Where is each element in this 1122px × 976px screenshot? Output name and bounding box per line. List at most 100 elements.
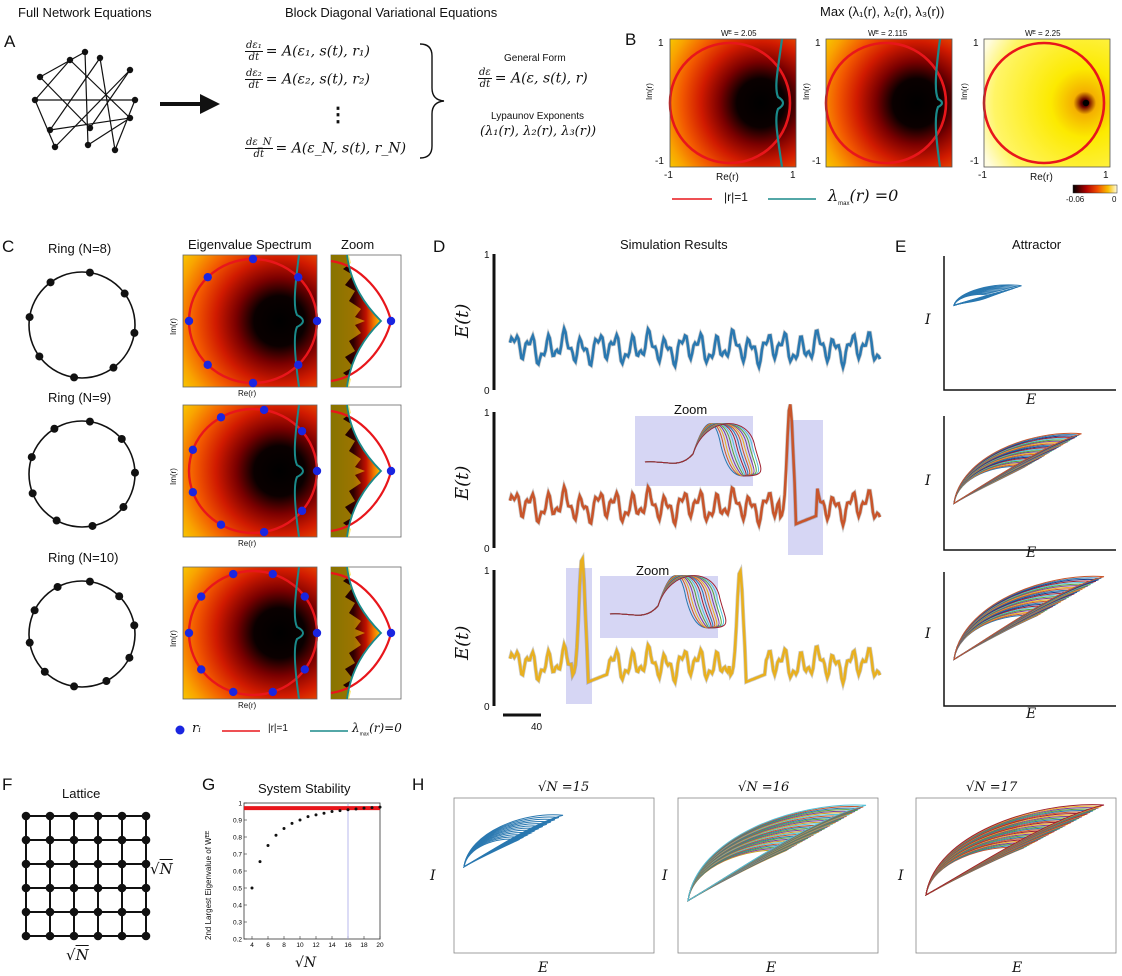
ring-2-xlabel: Re(r): [238, 701, 257, 710]
ring-1-node: [52, 516, 61, 525]
g-x-tick-label: 16: [344, 942, 352, 949]
ring-1-title: Ring (N=9): [48, 390, 112, 405]
c-col-spectrum: Eigenvalue Spectrum: [188, 237, 312, 252]
equation-2: dε₂ dt = A(ε₂, s(t), r₂): [245, 68, 370, 91]
e-attractors: [943, 256, 1116, 707]
d1-y-top: 1: [484, 250, 490, 261]
ring-1-spectrum: [182, 404, 322, 538]
panel-h-label: H: [412, 775, 425, 794]
ring-2-node: [25, 638, 34, 647]
h1-ylabel: I: [430, 868, 436, 884]
ring-2-zoom-teal-curve: [346, 566, 383, 700]
ring-0-zoom: [330, 254, 402, 388]
g-axes-frame: [243, 802, 381, 940]
e-row-2-attractor-loop: [953, 575, 1105, 661]
c-col-zoom: Zoom: [341, 237, 375, 252]
ring-2-zoom-yellow: [331, 567, 365, 699]
g-x-tick-label: 4: [250, 942, 254, 949]
g-data-point: [346, 808, 350, 812]
lyapunov-expression: (λ₁(r), λ₂(r), λ₃(r)): [480, 124, 597, 139]
ring-2-spectrum: [182, 566, 322, 700]
g-data-point: [282, 827, 286, 830]
c-legend-teal-line: [310, 730, 348, 732]
e3-ylabel: I: [925, 626, 931, 642]
b2-wlabel: Wᴱ = 2.115: [868, 29, 908, 38]
ring-2-node: [53, 582, 62, 591]
ring-2-node: [40, 667, 49, 676]
ring-0-eigenvalue-dot: [312, 316, 322, 326]
ring-1-zoom-yellow: [331, 405, 365, 537]
lattice-node: [69, 883, 79, 893]
ring-1-node: [50, 424, 59, 433]
g-xlabel: √N: [295, 955, 317, 971]
ring-0-node: [130, 328, 139, 337]
h2-ylabel: I: [662, 868, 668, 884]
ring-2-zoom-dot: [386, 628, 396, 638]
ring-2-ylabel: Im(r): [169, 630, 178, 647]
lattice-node: [141, 883, 151, 893]
d2-y-top: 1: [484, 408, 490, 419]
g-data-point: [370, 806, 374, 810]
lattice-node: [93, 859, 103, 869]
ring-1-zoom-dot: [386, 466, 396, 476]
lattice-node: [45, 931, 55, 941]
b3-heatmap: [982, 38, 1111, 168]
e2-xlabel: E: [1026, 545, 1037, 561]
ring-2-eigenvalue-dot: [268, 687, 277, 697]
ring-0-node: [70, 373, 79, 382]
d-row-2-inset-trace: [609, 575, 727, 629]
ring-2-eigenvalue-dot: [268, 569, 277, 579]
h3-ylabel: I: [898, 868, 904, 884]
g-y-tick-label: 0.3: [233, 920, 242, 927]
ring-1-eigenvalue-dot: [297, 506, 307, 516]
lattice-node: [69, 835, 79, 845]
c-legend-dot-label: rᵢ: [192, 721, 201, 736]
g-stability-chart: 0.20.30.40.50.60.70.80.914 6 8 10 12 14 16 18 20: [233, 801, 384, 950]
ring-2-eigenvalue-dot: [229, 569, 238, 579]
g-data-point: [338, 809, 342, 813]
lattice-graph: [21, 811, 151, 941]
g-data-point: [354, 807, 358, 811]
lattice-node: [45, 907, 55, 917]
d1-y-bottom: 0: [484, 386, 490, 397]
lattice-node: [69, 907, 79, 917]
ring-1-zoom-teal-curve: [346, 404, 383, 538]
h1-xlabel: E: [538, 960, 549, 976]
ring-0-node: [120, 289, 129, 298]
equation-vdots: ⋮: [328, 102, 348, 126]
b2-y-top: 1: [815, 38, 821, 49]
b1-ylabel: Im(r): [645, 83, 654, 100]
g-y-tick-label: 0.6: [233, 869, 242, 876]
h2-xlabel: E: [766, 960, 777, 976]
ring-0-eigenvalue-dot: [184, 316, 194, 326]
ring-0-eigenvalue-dot: [294, 360, 303, 370]
e-row-2-attractor-loop: [953, 614, 1039, 661]
e1-ylabel: I: [925, 312, 931, 328]
panel-a-title-full-network: Full Network Equations: [18, 5, 152, 20]
lattice-node: [45, 811, 55, 821]
g-data-point: [314, 813, 318, 817]
lattice-node: [117, 811, 127, 821]
general-form-equation: dε dt = A(ε, s(t), r): [478, 67, 588, 90]
arrow-right-icon: [160, 94, 220, 114]
b-legend-teal-label: λmax(r) =0: [828, 186, 899, 208]
lattice-node: [21, 835, 31, 845]
ring-2-title: Ring (N=10): [48, 550, 119, 565]
lattice-node: [21, 907, 31, 917]
g-y-tick-label: 0.4: [233, 903, 242, 910]
ring-2-eigenvalue-dot: [300, 665, 309, 674]
g-y-tick-label: 0.5: [233, 886, 242, 893]
ring-0-xlabel: Re(r): [238, 389, 257, 398]
ring-0-eigenvalue-dot: [248, 254, 258, 264]
f-side-label: √√NN: [150, 860, 173, 878]
b3-y-top: 1: [973, 38, 979, 49]
ring-1-eigenvalue-dot: [259, 527, 269, 537]
g-data-point: [306, 815, 310, 819]
ring-2-node: [115, 592, 124, 601]
lattice-node: [141, 811, 151, 821]
ring-0-spectrum: [182, 254, 322, 388]
g-data-point: [322, 811, 326, 815]
g-data-point: [290, 821, 294, 825]
lattice-node: [141, 859, 151, 869]
ring-1-eigenvalue-dot: [312, 466, 322, 476]
